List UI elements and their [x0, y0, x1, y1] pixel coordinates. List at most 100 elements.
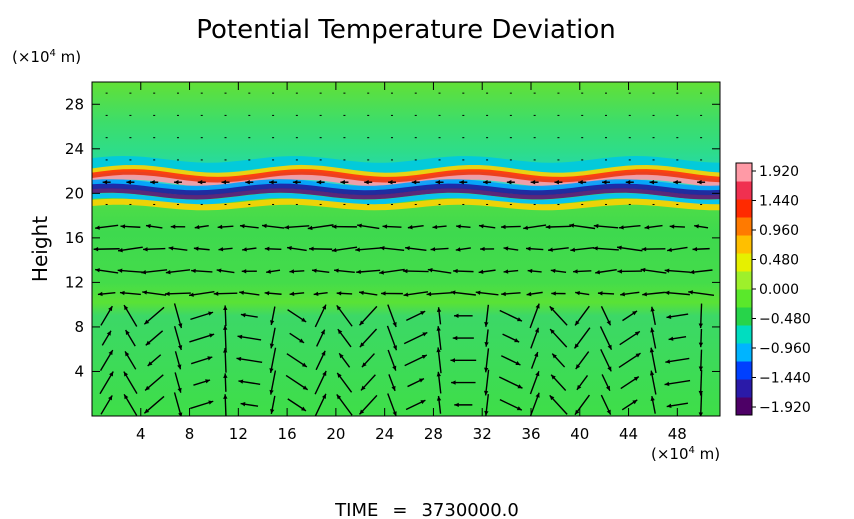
colorbar-swatch [736, 253, 752, 272]
wind-vector [403, 331, 428, 345]
wind-vector [650, 327, 657, 349]
wind-vector [483, 369, 490, 396]
x-tick-label: 4 [136, 425, 146, 443]
wind-vector [242, 247, 257, 252]
wind-vector [548, 247, 569, 252]
colorbar-swatch [736, 181, 752, 200]
wind-vector [593, 246, 619, 251]
wind-vector [356, 269, 381, 275]
wind-vector [697, 180, 706, 185]
wind-vector [173, 392, 183, 416]
wind-vector [650, 306, 656, 325]
wind-vector [194, 224, 209, 230]
wind-vector [452, 335, 474, 341]
wind-vector [100, 395, 113, 415]
wind-vector [236, 356, 263, 364]
wind-vector [503, 246, 519, 251]
wind-vector [217, 224, 234, 230]
wind-vector [245, 180, 254, 185]
wind-vector [261, 223, 285, 229]
wind-vector [141, 269, 168, 275]
wind-vector [688, 290, 715, 296]
wind-vector [100, 305, 113, 326]
wind-vector [314, 304, 327, 328]
wind-vector [502, 333, 520, 343]
wind-vector [287, 398, 307, 412]
x-tick-label: 32 [473, 425, 492, 443]
temperature-band [92, 198, 720, 211]
wind-vector [649, 347, 657, 374]
wind-vector [456, 224, 471, 229]
wind-vector [286, 353, 308, 368]
wind-vector [289, 269, 305, 274]
wind-vector [694, 224, 709, 229]
wind-vector [238, 379, 261, 385]
wind-vector [650, 395, 656, 414]
wind-vector [357, 223, 380, 230]
wind-vector [150, 180, 159, 185]
x-tick-label: 36 [521, 425, 540, 443]
wind-vector [337, 328, 352, 348]
wind-vector [436, 326, 442, 351]
wind-vector [411, 180, 420, 185]
wind-vector [570, 246, 595, 252]
wind-vector [331, 224, 357, 229]
wind-vector [593, 223, 619, 229]
wind-vector [191, 268, 213, 274]
wind-vector [621, 399, 638, 411]
wind-vector [101, 330, 112, 346]
wind-vector [503, 269, 519, 274]
wind-vector [286, 246, 307, 252]
temperature-band [92, 169, 720, 183]
wind-vector [173, 180, 182, 185]
wind-vector [331, 246, 358, 253]
y-tick-label: 28 [65, 95, 84, 113]
colorbar-label: −1.440 [759, 371, 811, 387]
y-tick-label: 20 [65, 184, 84, 202]
wind-vector [240, 313, 258, 318]
wind-vector [499, 398, 523, 411]
colorbar-swatch [736, 271, 752, 290]
wind-vector [239, 290, 260, 296]
x-tick-label: 28 [424, 425, 443, 443]
wind-vector [432, 224, 447, 230]
x-tick-label: 44 [619, 425, 638, 443]
wind-vector [143, 247, 166, 252]
colorbar-swatch [736, 199, 752, 218]
wind-vector [223, 325, 228, 351]
wind-vector [664, 268, 690, 273]
wind-vector [698, 349, 704, 372]
wind-vector [381, 291, 403, 296]
wind-vector [601, 374, 611, 392]
wind-vector [530, 327, 540, 349]
x-axis-unit: (×104 m) [651, 445, 720, 463]
wind-vector [315, 350, 326, 371]
wind-vector [143, 395, 165, 414]
wind-vector [617, 269, 643, 274]
wind-vector [478, 224, 496, 229]
wind-vector [99, 349, 114, 371]
wind-vector [483, 180, 492, 185]
wind-vector [314, 370, 327, 395]
wind-vector [284, 225, 310, 230]
wind-vector [574, 305, 590, 326]
wind-vector [576, 375, 589, 391]
wind-vector [336, 291, 353, 296]
wind-vector [436, 395, 442, 414]
wind-vector [405, 399, 426, 411]
wind-vector [237, 334, 262, 341]
wind-vector [174, 351, 182, 370]
wind-vector [641, 246, 666, 252]
wind-vector [387, 349, 397, 371]
wind-vector [619, 330, 641, 346]
wind-vector [549, 394, 568, 415]
wind-vector [144, 374, 164, 391]
wind-vector [575, 290, 590, 296]
wind-vector [523, 224, 547, 230]
plot-area [92, 82, 720, 416]
wind-vectors [93, 92, 715, 416]
y-tick-label: 16 [65, 229, 84, 247]
wind-vector [573, 327, 591, 349]
wind-vector [168, 246, 188, 251]
wind-vector [145, 330, 164, 346]
